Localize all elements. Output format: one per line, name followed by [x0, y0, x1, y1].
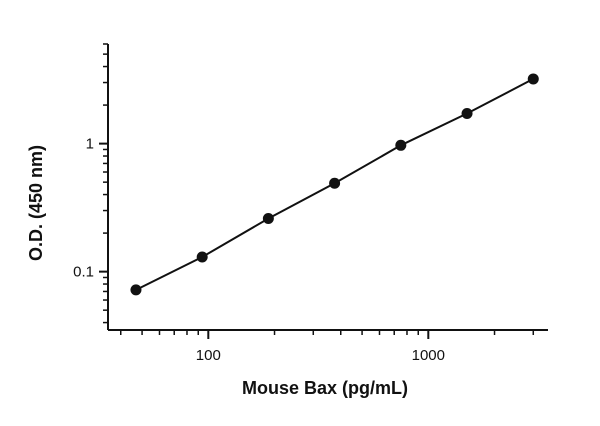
series-layer — [130, 73, 539, 296]
x-axis-title: Mouse Bax (pg/mL) — [242, 378, 408, 398]
data-point — [329, 177, 341, 189]
data-point — [395, 139, 407, 151]
data-point — [262, 213, 274, 225]
axes: 100 1000 0.1 1 — [73, 43, 548, 364]
data-point — [130, 284, 142, 296]
data-point — [527, 73, 539, 85]
x-tick-label: 100 — [196, 347, 221, 364]
y-tick-label: 0.1 — [73, 264, 94, 281]
data-point — [196, 251, 208, 263]
y-tick-label: 1 — [86, 136, 94, 153]
x-tick-label: 1000 — [412, 347, 445, 364]
data-point — [461, 107, 473, 119]
y-axis-title: O.D. (450 nm) — [26, 145, 46, 261]
